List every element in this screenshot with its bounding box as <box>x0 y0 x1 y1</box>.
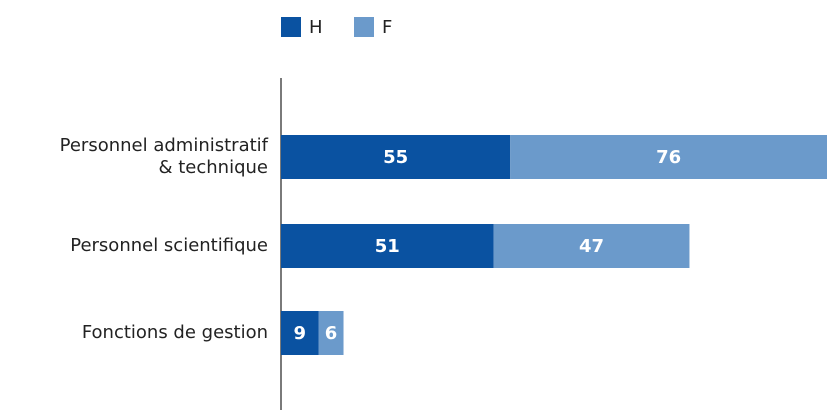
bar-segment <box>281 135 511 179</box>
category-label: Personnel scientifique <box>70 235 268 256</box>
bar-segment <box>493 224 690 268</box>
legend-swatch <box>281 17 301 37</box>
value-label: 51 <box>375 236 400 257</box>
value-label: 6 <box>325 323 338 344</box>
bar-segment <box>318 311 344 355</box>
value-label: 9 <box>293 323 306 344</box>
value-label: 76 <box>656 147 681 168</box>
legend-label: F <box>382 17 392 38</box>
legend-label: H <box>309 17 323 38</box>
category-label: Fonctions de gestion <box>82 322 268 343</box>
legend-swatch <box>354 17 374 37</box>
value-label: 55 <box>383 147 408 168</box>
bar-segment <box>510 135 827 179</box>
bar-segment <box>281 311 319 355</box>
category-label: Personnel administratif & technique <box>60 135 269 178</box>
bar-segment <box>281 224 494 268</box>
value-label: 47 <box>579 236 604 257</box>
